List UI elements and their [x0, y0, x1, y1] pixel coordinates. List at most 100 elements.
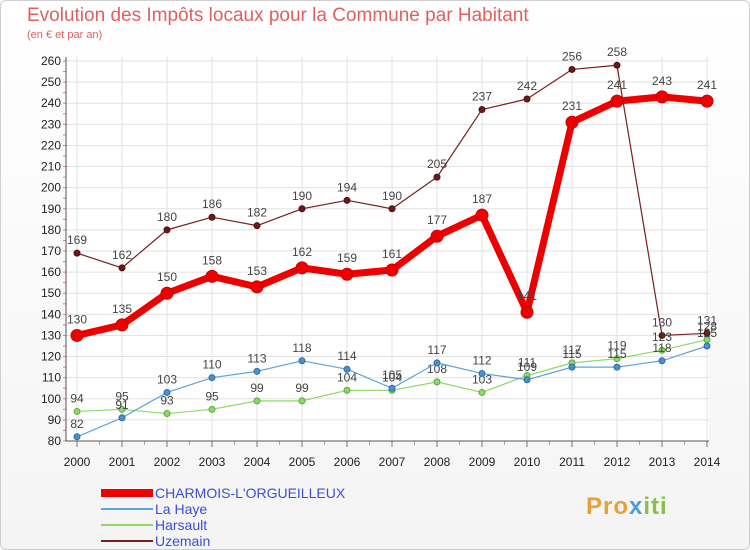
data-label-la-haye: 125 [697, 326, 717, 340]
legend-swatch [101, 489, 153, 497]
y-tick-label: 240 [41, 96, 61, 110]
data-point-la-haye [253, 367, 261, 375]
y-tick-label: 80 [48, 434, 62, 448]
legend-label: Harsault [155, 517, 208, 533]
data-label-charmois-l-orgueilleux: 241 [697, 78, 717, 92]
data-point-la-haye [208, 374, 216, 382]
y-tick-label: 210 [41, 160, 61, 174]
x-tick-label: 2001 [109, 455, 136, 469]
data-label-harsault: 123 [652, 330, 672, 344]
data-label-charmois-l-orgueilleux: 130 [67, 312, 87, 326]
data-point-harsault [613, 355, 621, 363]
x-tick-label: 2014 [694, 455, 721, 469]
y-tick-label: 130 [41, 328, 61, 342]
data-label-harsault: 104 [382, 370, 402, 384]
data-label-la-haye: 112 [472, 353, 491, 367]
data-point-uzemain [388, 205, 396, 213]
data-point-uzemain [568, 65, 576, 73]
data-point-uzemain [433, 173, 441, 181]
legend-label: La Haye [155, 501, 208, 517]
proxiti-logo: Proxiti [586, 493, 668, 521]
x-tick-label: 2002 [154, 455, 181, 469]
y-tick-label: 200 [41, 181, 61, 195]
data-label-charmois-l-orgueilleux: 159 [337, 251, 357, 265]
legend-swatch [101, 508, 153, 510]
data-label-la-haye: 110 [202, 358, 221, 372]
data-point-charmois-l-orgueilleux [565, 115, 579, 129]
data-point-charmois-l-orgueilleux [115, 318, 129, 332]
data-label-la-haye: 109 [517, 360, 537, 374]
data-point-charmois-l-orgueilleux [160, 286, 174, 300]
data-point-la-haye [118, 414, 126, 422]
chart-title: Evolution des Impôts locaux pour la Comm… [27, 5, 529, 26]
data-label-charmois-l-orgueilleux: 177 [427, 213, 447, 227]
x-tick-label: 2007 [379, 455, 406, 469]
data-label-harsault: 95 [115, 389, 129, 403]
y-tick-label: 190 [41, 202, 61, 216]
data-label-uzemain: 130 [652, 315, 672, 329]
x-tick-label: 2008 [424, 455, 451, 469]
data-label-la-haye: 118 [652, 341, 671, 355]
y-tick-label: 140 [41, 307, 61, 321]
data-point-charmois-l-orgueilleux [385, 263, 399, 277]
y-tick-label: 110 [42, 371, 61, 385]
data-label-harsault: 93 [160, 394, 174, 408]
y-tick-label: 120 [41, 350, 61, 364]
data-point-harsault [478, 388, 486, 396]
y-tick-label: 170 [41, 244, 61, 258]
data-point-uzemain [613, 61, 621, 69]
data-point-charmois-l-orgueilleux [340, 267, 354, 281]
data-label-la-haye: 113 [247, 351, 266, 365]
data-label-uzemain: 190 [382, 189, 402, 203]
x-tick-label: 2004 [244, 455, 271, 469]
x-tick-label: 2009 [469, 455, 496, 469]
data-point-la-haye [613, 363, 621, 371]
data-point-la-haye [433, 359, 441, 367]
data-label-uzemain: 237 [472, 90, 492, 104]
data-point-harsault [658, 346, 666, 354]
data-point-uzemain [253, 222, 261, 230]
x-tick-label: 2005 [289, 455, 316, 469]
data-point-la-haye [343, 365, 351, 373]
data-label-uzemain: 182 [247, 206, 267, 220]
data-point-harsault [253, 397, 261, 405]
data-label-uzemain: 186 [202, 197, 222, 211]
data-label-charmois-l-orgueilleux: 150 [157, 270, 177, 284]
data-point-harsault [208, 405, 216, 413]
data-point-la-haye [298, 357, 306, 365]
data-label-la-haye: 118 [292, 341, 311, 355]
data-point-la-haye [73, 433, 81, 441]
data-point-la-haye [163, 388, 171, 396]
legend-label: CHARMOIS-L'ORGUEILLEUX [155, 485, 346, 501]
data-label-la-haye: 91 [115, 398, 129, 412]
data-label-harsault: 99 [250, 381, 264, 395]
data-point-la-haye [388, 384, 396, 392]
data-label-harsault: 99 [295, 381, 309, 395]
data-point-uzemain [523, 95, 531, 103]
data-label-uzemain: 162 [112, 248, 132, 262]
data-label-la-haye: 115 [562, 347, 581, 361]
data-point-charmois-l-orgueilleux [520, 305, 534, 319]
data-label-uzemain: 180 [157, 210, 177, 224]
data-point-la-haye [703, 342, 711, 350]
data-point-harsault [433, 378, 441, 386]
data-label-uzemain: 194 [337, 180, 357, 194]
data-point-la-haye [523, 376, 531, 384]
data-point-charmois-l-orgueilleux [700, 94, 714, 108]
y-tick-label: 90 [48, 413, 62, 427]
x-tick-label: 2006 [334, 455, 361, 469]
data-point-charmois-l-orgueilleux [295, 261, 309, 275]
data-point-harsault [73, 407, 81, 415]
logo-part-1: Pro [586, 493, 630, 520]
data-label-charmois-l-orgueilleux: 187 [472, 192, 492, 206]
data-label-la-haye: 103 [157, 372, 177, 386]
data-point-charmois-l-orgueilleux [430, 229, 444, 243]
data-label-charmois-l-orgueilleux: 231 [562, 99, 582, 113]
data-point-uzemain [73, 249, 81, 257]
data-label-uzemain: 169 [67, 233, 87, 247]
data-label-charmois-l-orgueilleux: 141 [517, 289, 537, 303]
data-label-la-haye: 105 [382, 368, 402, 382]
data-label-charmois-l-orgueilleux: 241 [607, 78, 627, 92]
data-point-charmois-l-orgueilleux [205, 269, 219, 283]
